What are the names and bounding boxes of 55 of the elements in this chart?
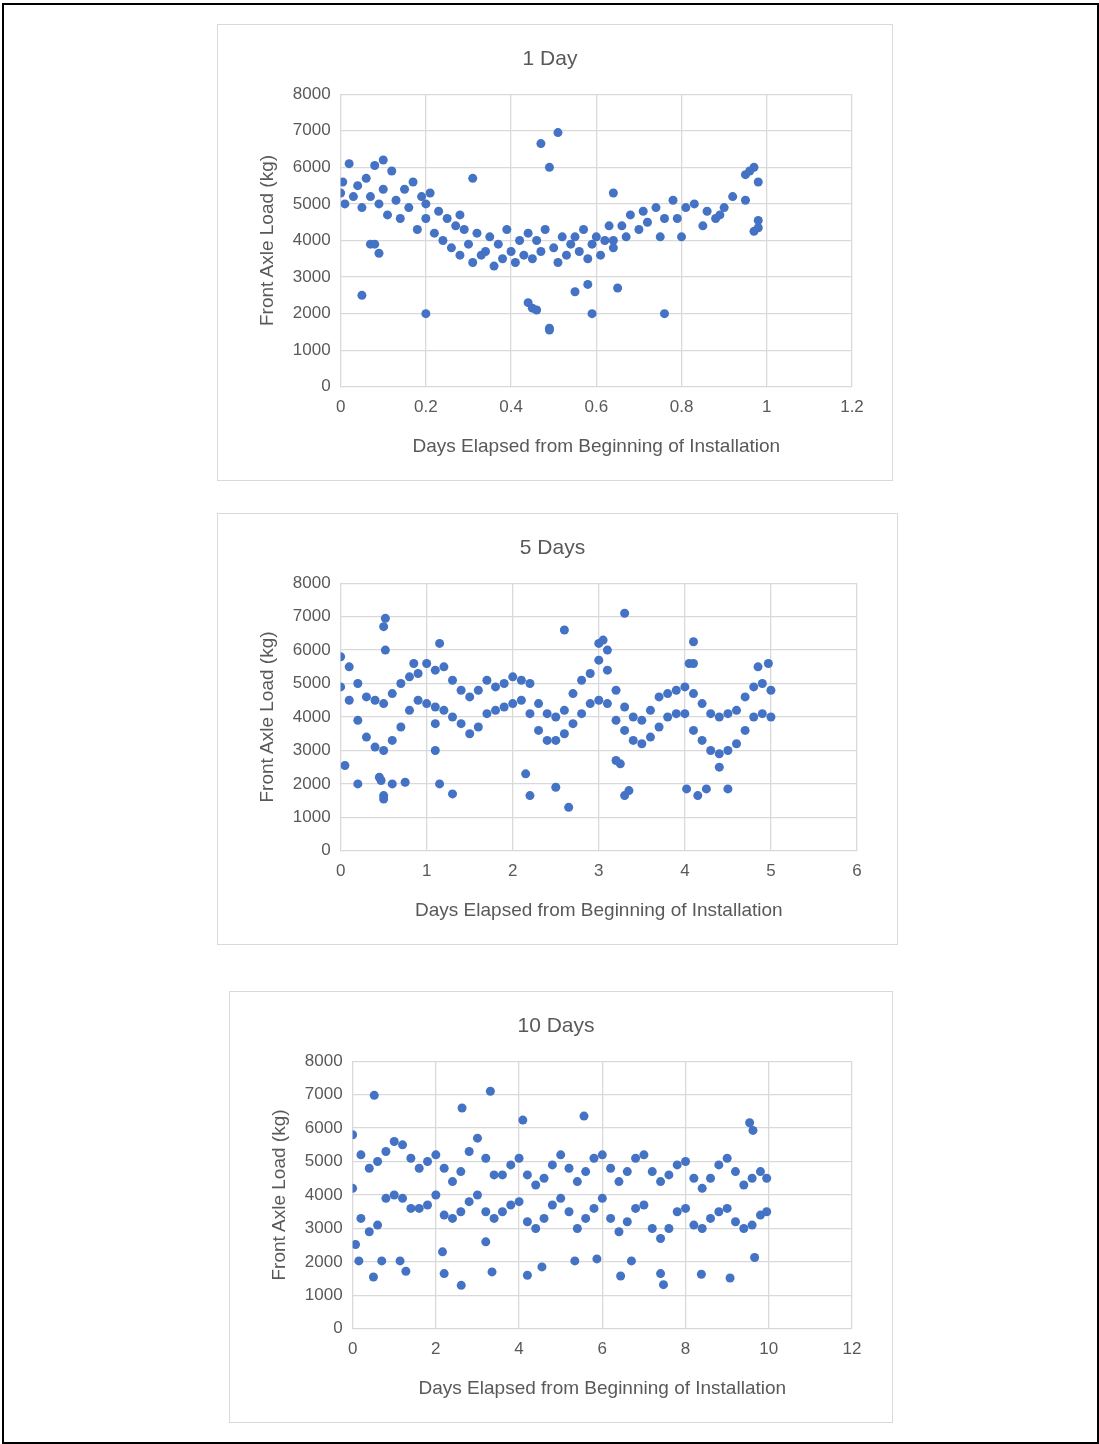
- y-tick-label: 4000: [304, 1184, 343, 1204]
- chart-title: 10 Days: [517, 1013, 595, 1037]
- y-tick-label: 8000: [292, 83, 331, 103]
- y-tick-label: 7000: [304, 1084, 343, 1104]
- y-tick-label: 6000: [292, 639, 331, 659]
- x-tick-label: 0.4: [499, 396, 523, 416]
- x-tick-label: 2: [508, 860, 518, 880]
- y-tick-label: 0: [321, 376, 331, 396]
- x-tick-label: 6: [597, 1338, 608, 1358]
- x-tick-label: 5: [766, 860, 776, 880]
- chart-title: 5 Days: [519, 535, 586, 559]
- y-tick-label: 4000: [292, 706, 331, 726]
- chart-title: 1 Day: [522, 46, 578, 70]
- y-tick-label: 7000: [292, 606, 331, 626]
- y-tick-label: 1000: [292, 807, 331, 827]
- y-tick-label: 2000: [292, 773, 331, 793]
- x-axis-title: Days Elapsed from Beginning of Installation: [412, 434, 781, 456]
- y-tick-label: 8000: [304, 1050, 343, 1070]
- y-tick-label: 2000: [292, 303, 331, 323]
- y-tick-label: 3000: [292, 740, 331, 760]
- y-tick-label: 6000: [292, 157, 331, 177]
- y-tick-label: 2000: [304, 1251, 343, 1271]
- x-tick-label: 12: [842, 1338, 862, 1358]
- y-tick-label: 6000: [304, 1117, 343, 1137]
- y-tick-label: 0: [333, 1318, 343, 1338]
- x-tick-label: 0.8: [669, 396, 694, 416]
- y-tick-label: 8000: [292, 572, 331, 592]
- y-tick-label: 5000: [292, 673, 331, 693]
- y-tick-label: 3000: [292, 266, 331, 286]
- x-tick-label: 1.2: [840, 396, 864, 416]
- y-tick-label: 5000: [304, 1151, 343, 1171]
- x-tick-label: 1: [421, 860, 432, 880]
- y-tick-label: 5000: [292, 193, 331, 213]
- x-tick-label: 0.6: [584, 396, 609, 416]
- x-tick-label: 0.2: [414, 396, 438, 416]
- y-axis-title: Front Axle Load (kg): [255, 154, 277, 327]
- x-tick-label: 4: [680, 860, 690, 880]
- y-axis-title: Front Axle Load (kg): [267, 1109, 289, 1281]
- y-tick-label: 0: [321, 840, 331, 860]
- x-axis-title: Days Elapsed from Beginning of Installation: [418, 1376, 787, 1398]
- x-tick-label: 1: [762, 396, 772, 416]
- x-tick-label: 6: [852, 860, 862, 880]
- x-tick-label: 8: [680, 1338, 691, 1358]
- x-tick-label: 0: [347, 1338, 358, 1358]
- y-tick-label: 3000: [304, 1218, 343, 1238]
- y-tick-label: 1000: [304, 1285, 343, 1305]
- x-axis-title: Days Elapsed from Beginning of Installation: [415, 898, 783, 920]
- x-tick-label: 3: [594, 860, 604, 880]
- x-tick-label: 4: [514, 1338, 524, 1358]
- y-tick-label: 7000: [292, 120, 331, 140]
- y-axis-title: Front Axle Load (kg): [255, 631, 277, 803]
- x-tick-label: 10: [759, 1338, 779, 1358]
- y-tick-label: 4000: [292, 230, 331, 250]
- y-tick-label: 1000: [292, 339, 331, 359]
- x-tick-label: 2: [431, 1338, 441, 1358]
